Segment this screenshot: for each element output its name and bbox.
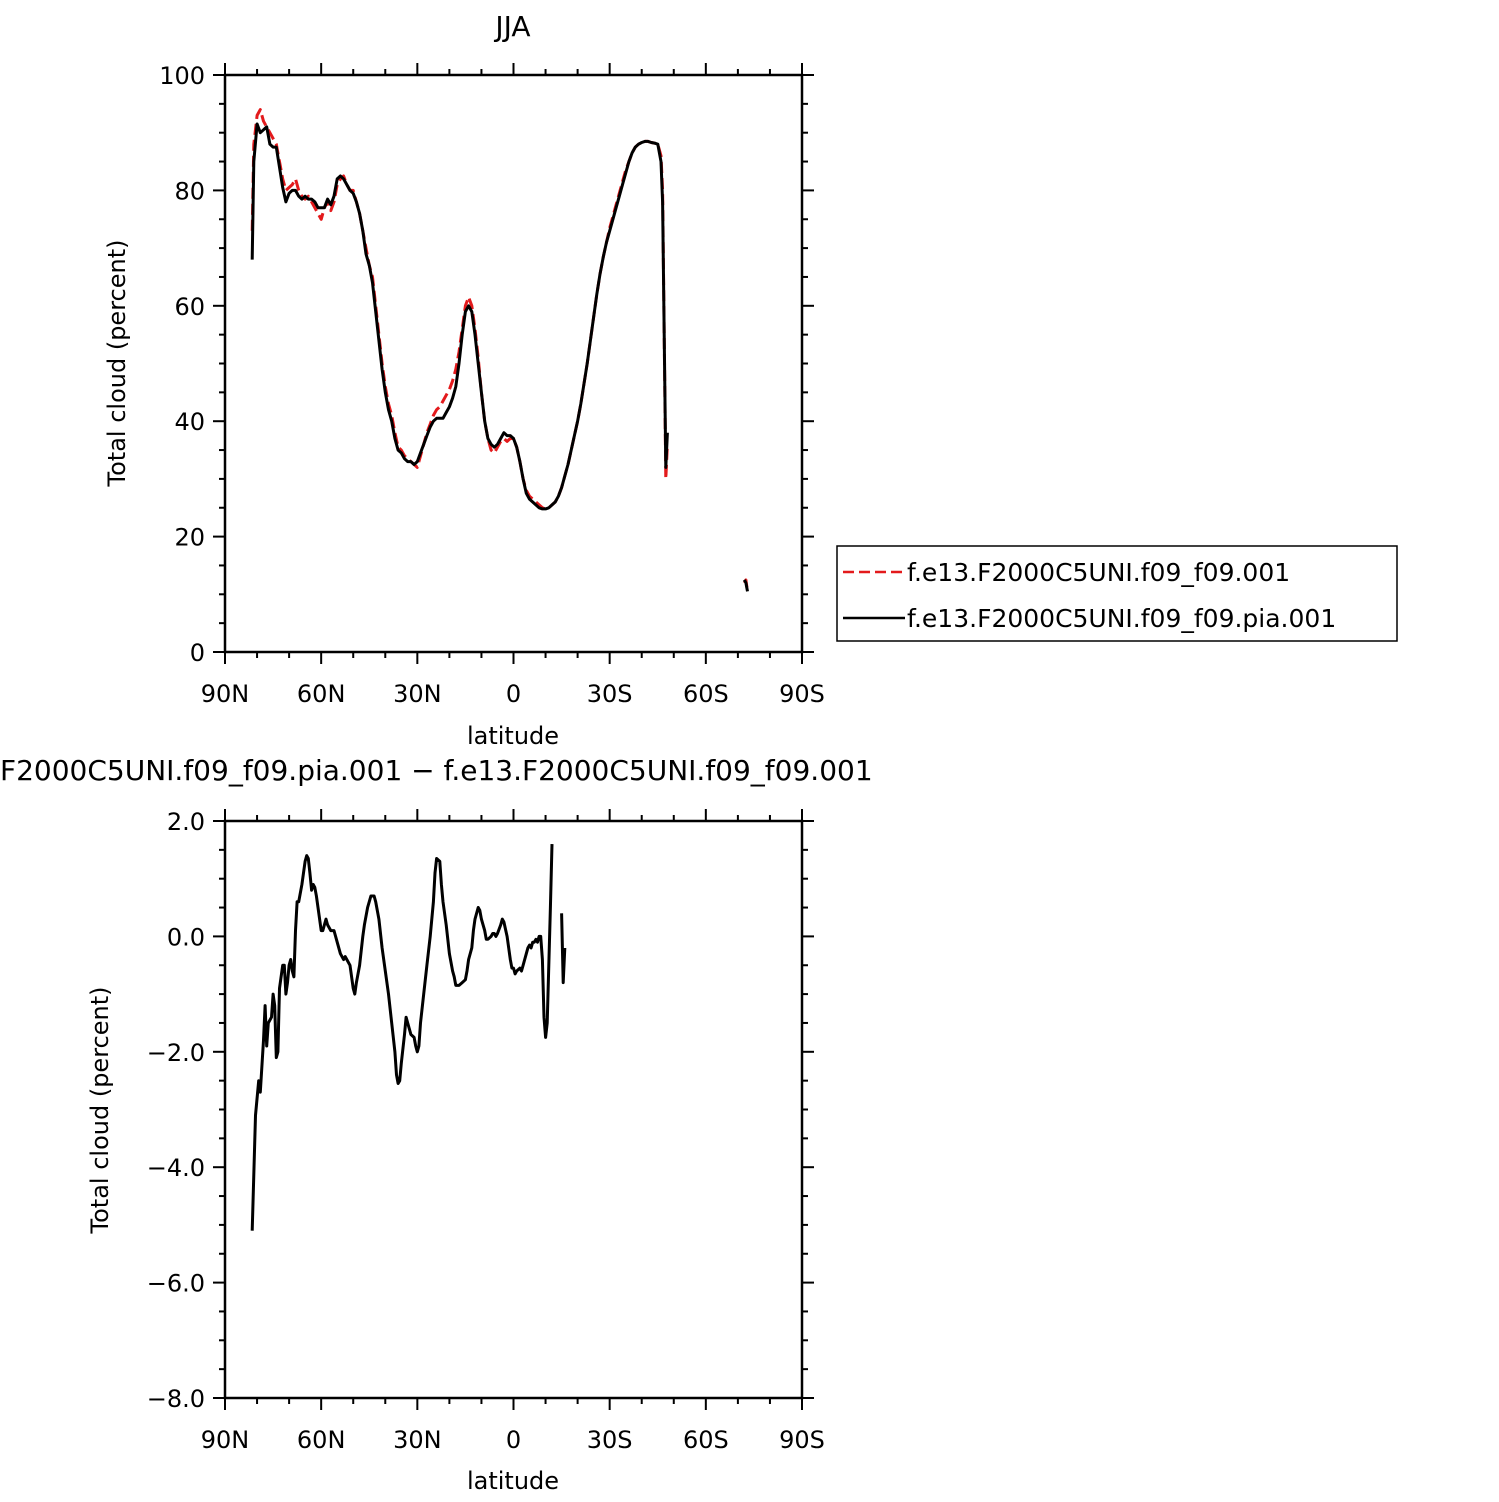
bottom-series-lines (250, 844, 567, 1231)
y-tick-label: 0 (190, 639, 205, 667)
series-line-0-segment-1 (560, 913, 567, 985)
x-tick-label: 0 (506, 680, 521, 708)
x-tick-label: 90N (201, 1426, 250, 1454)
series-line-1-segment-0 (250, 122, 669, 511)
y-tick-label: −6.0 (147, 1270, 205, 1298)
y-tick-label: 60 (174, 293, 205, 321)
y-tick-label: 2.0 (167, 808, 205, 836)
y-tick-label: 0.0 (167, 923, 205, 951)
top-y-axis-title: Total cloud (percent) (103, 240, 131, 488)
y-tick-label: 20 (174, 524, 205, 552)
x-tick-label: 60S (683, 680, 729, 708)
x-tick-label: 30N (393, 680, 442, 708)
legend-label-control: f.e13.F2000C5UNI.f09_f09.001 (907, 558, 1290, 587)
x-tick-label: 30N (393, 1426, 442, 1454)
series-line-0-segment-0 (250, 108, 669, 511)
legend-label-pia: f.e13.F2000C5UNI.f09_f09.pia.001 (907, 604, 1336, 633)
x-tick-label: 90S (779, 1426, 825, 1454)
x-tick-label: 60S (683, 1426, 729, 1454)
top-series-lines (250, 108, 749, 592)
x-tick-label: 60N (297, 680, 346, 708)
top-y-tick-labels: 0 20 40 60 80 100 (159, 62, 205, 667)
series-line-0-segment-0 (250, 844, 554, 1231)
top-panel: JJA 90N 60N 30N 0 30S 60S 90S 0 20 40 60 80 100 lat… (103, 10, 825, 750)
x-tick-label: 0 (506, 1426, 521, 1454)
y-tick-label: 80 (174, 177, 205, 205)
bottom-plot-frame (223, 819, 804, 1400)
bottom-x-tick-labels: 90N 60N 30N 0 30S 60S 90S (201, 1426, 825, 1454)
x-tick-label: 30S (587, 1426, 633, 1454)
top-plot-frame (223, 73, 804, 654)
bottom-x-axis-title: latitude (467, 1467, 559, 1495)
series-line-1-segment-1 (742, 579, 749, 592)
y-tick-label: −8.0 (147, 1385, 205, 1413)
top-axis-ticks (213, 63, 814, 664)
y-tick-label: 100 (159, 62, 205, 90)
top-x-axis-title: latitude (467, 722, 559, 750)
x-tick-label: 60N (297, 1426, 346, 1454)
y-tick-label: −4.0 (147, 1154, 205, 1182)
bottom-panel: F2000C5UNI.f09_f09.pia.001 − f.e13.F2000… (0, 754, 873, 1495)
y-tick-label: −2.0 (147, 1039, 205, 1067)
bottom-chart-title: F2000C5UNI.f09_f09.pia.001 − f.e13.F2000… (0, 754, 873, 787)
x-tick-label: 90N (201, 680, 250, 708)
legend-box (836, 545, 1398, 642)
top-x-tick-labels: 90N 60N 30N 0 30S 60S 90S (201, 680, 825, 708)
y-tick-label: 40 (174, 408, 205, 436)
x-tick-label: 30S (587, 680, 633, 708)
bottom-axis-ticks (213, 809, 814, 1410)
x-tick-label: 90S (779, 680, 825, 708)
bottom-y-tick-labels: −8.0 −6.0 −4.0 −2.0 0.0 2.0 (147, 808, 205, 1413)
top-chart-title: JJA (493, 10, 530, 43)
legend: f.e13.F2000C5UNI.f09_f09.001 f.e13.F2000… (836, 545, 1398, 642)
bottom-y-axis-title: Total cloud (percent) (86, 987, 114, 1235)
